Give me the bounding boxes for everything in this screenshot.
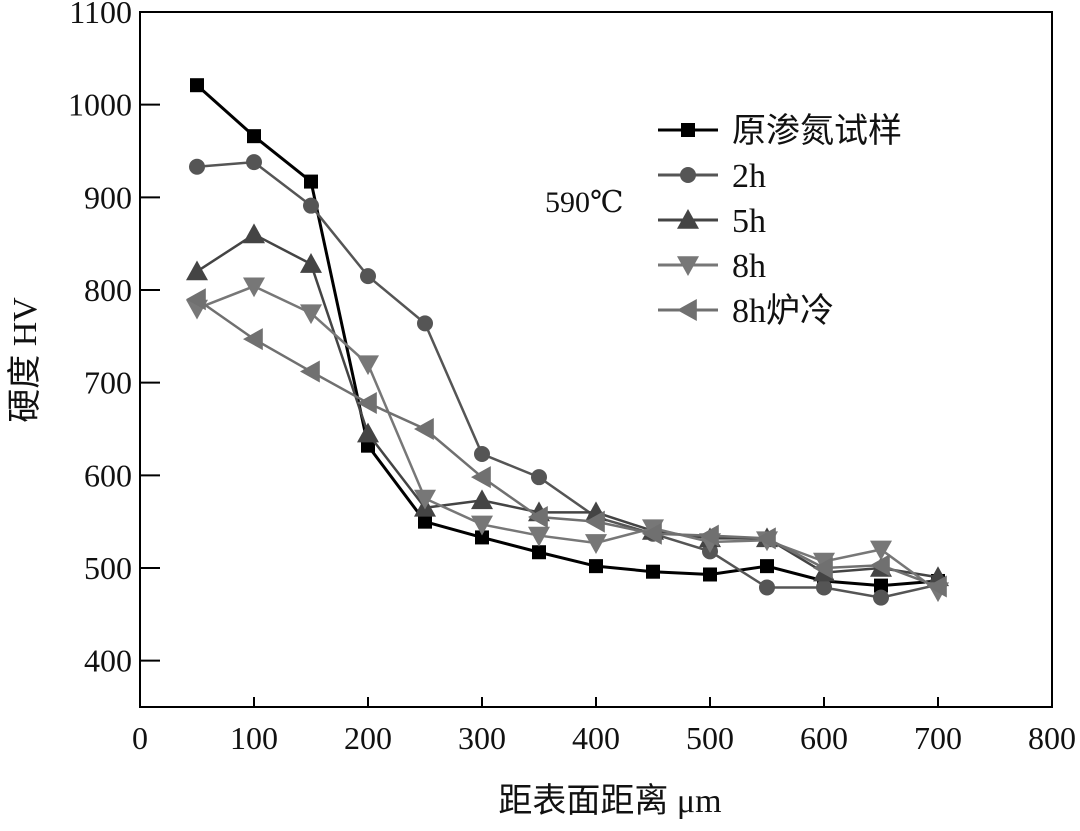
x-tick-label: 400 [572, 720, 620, 756]
data-point [360, 268, 376, 285]
data-point [646, 564, 660, 579]
legend-marker [677, 299, 697, 321]
data-point [870, 540, 892, 561]
data-point [418, 514, 432, 529]
data-point [528, 526, 550, 547]
data-point [414, 418, 434, 440]
y-tick-label: 800 [84, 272, 132, 308]
x-tick-label: 600 [800, 720, 848, 756]
data-point [300, 253, 322, 273]
y-axis-label: 硬度 HV [6, 297, 44, 423]
data-point [357, 355, 379, 376]
legend-label: 5h [732, 203, 766, 240]
x-tick-label: 800 [1028, 720, 1076, 756]
data-point [585, 510, 605, 533]
legend-entry: 8h炉冷 [658, 292, 834, 330]
legend-marker [677, 256, 699, 276]
data-point [243, 223, 265, 244]
data-point [589, 559, 603, 574]
series-line [196, 160, 939, 599]
data-point [357, 392, 377, 415]
data-point [186, 260, 208, 281]
series-0 [190, 78, 945, 593]
plot-frame [139, 11, 1053, 708]
x-tick-label: 500 [686, 720, 734, 756]
legend-entry: 原渗氮试样 [658, 112, 902, 150]
data-point [531, 469, 547, 486]
series-1 [189, 154, 946, 606]
legend-entry: 8h [658, 248, 766, 285]
data-point [247, 129, 261, 144]
x-tick-label: 300 [458, 720, 506, 756]
data-point [189, 158, 205, 175]
data-point [417, 315, 433, 332]
legend-label: 8h [732, 248, 766, 285]
data-point [870, 554, 890, 577]
legend-marker [677, 209, 699, 229]
data-point [304, 174, 318, 189]
data-point [756, 527, 776, 550]
y-tick-label: 500 [84, 550, 132, 586]
data-point [475, 530, 489, 545]
x-axis-label: 距表面距离 μm [498, 782, 721, 820]
data-point [243, 328, 263, 351]
data-point [759, 579, 775, 596]
legend-label: 8h炉冷 [732, 292, 834, 330]
data-point [760, 559, 774, 574]
legend-entry: 5h [658, 203, 766, 240]
data-point [816, 579, 832, 596]
data-point [874, 578, 888, 593]
y-tick-label: 1100 [69, 0, 132, 30]
legend-label: 原渗氮试样 [732, 112, 902, 150]
data-point [357, 422, 379, 443]
y-tick-label: 700 [84, 365, 132, 401]
data-point [873, 589, 889, 606]
data-point [532, 545, 546, 560]
legend-entry: 2h [658, 158, 766, 195]
data-point [528, 506, 548, 529]
data-point [585, 534, 607, 554]
data-point [474, 446, 490, 463]
legend-marker [680, 167, 696, 183]
data-point [246, 154, 262, 171]
temperature-annotation: 590℃ [545, 186, 624, 219]
data-point [471, 489, 493, 510]
data-point [300, 360, 320, 383]
data-point [699, 524, 719, 547]
series-2 [186, 223, 949, 587]
series-4 [186, 288, 947, 598]
series-line [196, 232, 939, 579]
x-tick-label: 100 [230, 720, 278, 756]
series-line [196, 84, 939, 588]
legend-label: 2h [732, 158, 766, 195]
series-line [196, 298, 939, 588]
series-3 [186, 277, 949, 603]
data-point [190, 78, 204, 93]
legend-marker [681, 123, 695, 137]
y-tick-label: 400 [84, 643, 132, 679]
data-point [303, 197, 319, 214]
data-point [813, 557, 833, 579]
data-point [471, 515, 493, 536]
data-point [414, 489, 436, 510]
y-tick-label: 1000 [68, 87, 132, 123]
data-point [703, 567, 717, 582]
y-tick-label: 900 [84, 179, 132, 215]
data-point [927, 575, 947, 598]
x-tick-label: 700 [914, 720, 962, 756]
x-tick-label: 200 [344, 720, 392, 756]
y-tick-label: 600 [84, 457, 132, 493]
data-point [471, 466, 491, 489]
data-point [186, 288, 206, 311]
x-tick-label: 0 [132, 720, 148, 756]
series-line [196, 284, 939, 593]
data-point [642, 522, 662, 545]
data-point [243, 277, 265, 298]
data-point [300, 304, 322, 325]
